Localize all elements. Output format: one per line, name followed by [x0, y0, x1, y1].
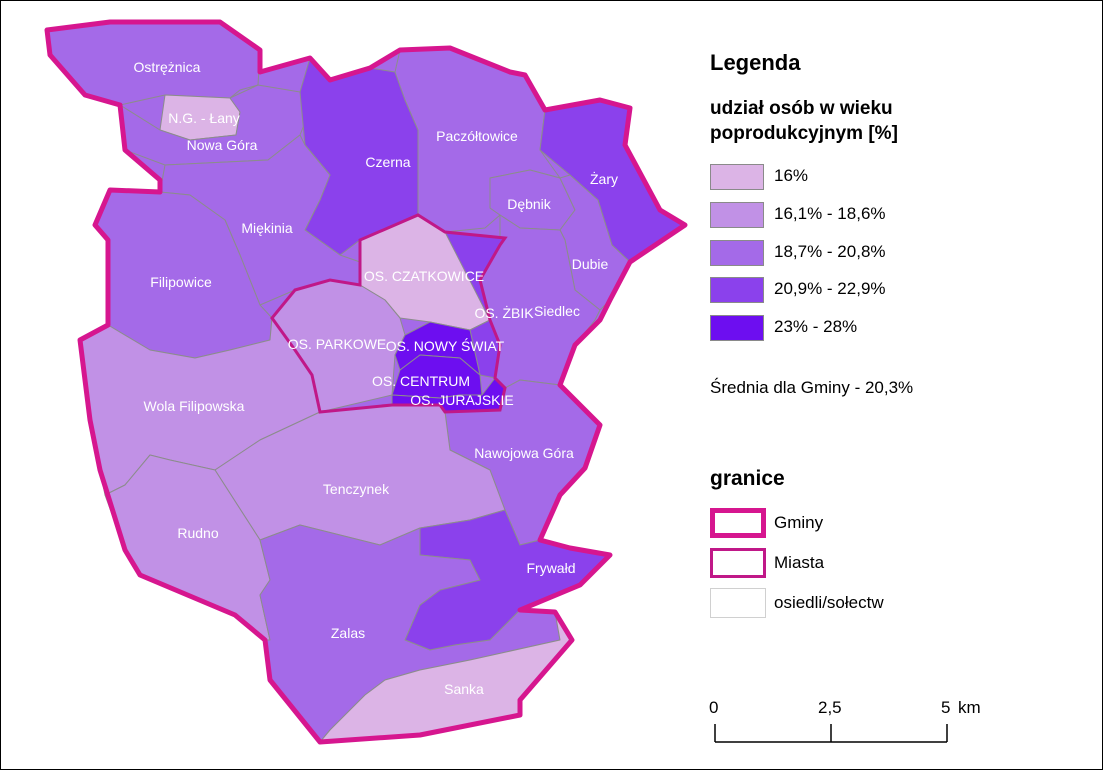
boundary-label: Miasta: [774, 553, 825, 572]
label-zalas: Zalas: [331, 625, 365, 641]
label-ostreznica: Ostrężnica: [134, 59, 201, 75]
label-os-parkowe: OS. PARKOWE: [288, 336, 387, 352]
label-tenczynek: Tenczynek: [323, 481, 390, 497]
legend-subtitle: udział osób w wieku poprodukcyjnym [%]: [710, 98, 898, 144]
legend-item-label: 23% - 28%: [774, 317, 858, 336]
label-siedlec: Siedlec: [534, 303, 580, 319]
legend-swatch: [710, 240, 764, 266]
label-nawojowa-gora: Nawojowa Góra: [474, 445, 574, 461]
label-miekinia: Miękinia: [241, 220, 293, 236]
label-filipowice: Filipowice: [150, 274, 212, 290]
scale-label-mid: 2,5: [818, 698, 842, 717]
gminy-swatch: [710, 508, 766, 538]
osiedli-swatch: [710, 588, 766, 618]
label-dubie: Dubie: [572, 256, 609, 272]
label-rudno: Rudno: [177, 525, 218, 541]
label-frywald: Frywałd: [526, 560, 575, 576]
scale-bar: 0 2,5 5 km: [700, 698, 981, 748]
legend-item-label: 18,7% - 20,8%: [774, 242, 886, 261]
legend-swatch: [710, 164, 764, 190]
scale-unit: km: [958, 698, 981, 717]
label-sanka: Sanka: [444, 681, 484, 697]
scale-bar-line: [714, 724, 948, 743]
legend-item-label: 16%: [774, 166, 809, 185]
boundary-label: Gminy: [774, 513, 824, 532]
label-zary: Żary: [590, 170, 618, 187]
legend-swatch: [710, 202, 764, 228]
boundaries-title: granice: [710, 467, 785, 490]
legend-swatch: [710, 315, 764, 341]
label-ng-lany: N.G. - Łany: [168, 110, 240, 126]
average-note: Średnia dla Gminy - 20,3%: [710, 378, 914, 397]
label-os-czatkowice: OS. CZATKOWICE: [364, 268, 484, 284]
choropleth-map: Ostrężnica N.G. - Łany Nowa Góra Czerna …: [44, 19, 688, 745]
legend-swatch: [710, 277, 764, 303]
scale-label-0: 0: [709, 698, 719, 717]
label-os-nowy-swiat: OS. NOWY ŚWIAT: [386, 337, 505, 354]
label-paczoltowice: Paczółtowice: [436, 128, 518, 144]
city-boundary: [270, 213, 508, 414]
label-os-jurajskie: OS. JURAJSKIE: [410, 392, 513, 408]
label-czerna: Czerna: [365, 154, 410, 170]
legend-item-label: 20,9% - 22,9%: [774, 279, 886, 298]
label-nowa-gora: Nowa Góra: [187, 137, 258, 153]
label-os-centrum: OS. CENTRUM: [372, 373, 470, 389]
boundary-label: osiedli/sołectw: [774, 593, 884, 612]
legend-item-label: 16,1% - 18,6%: [774, 204, 886, 223]
label-os-zbik: OS. ŻBIK: [474, 304, 534, 321]
label-debnik: Dębnik: [507, 196, 552, 212]
label-wola-filipowska: Wola Filipowska: [144, 398, 245, 414]
municipality-boundary: [44, 19, 688, 745]
legend-title: Legenda: [710, 50, 801, 75]
scale-label-end: 5: [941, 698, 951, 717]
miasta-swatch: [710, 548, 766, 578]
